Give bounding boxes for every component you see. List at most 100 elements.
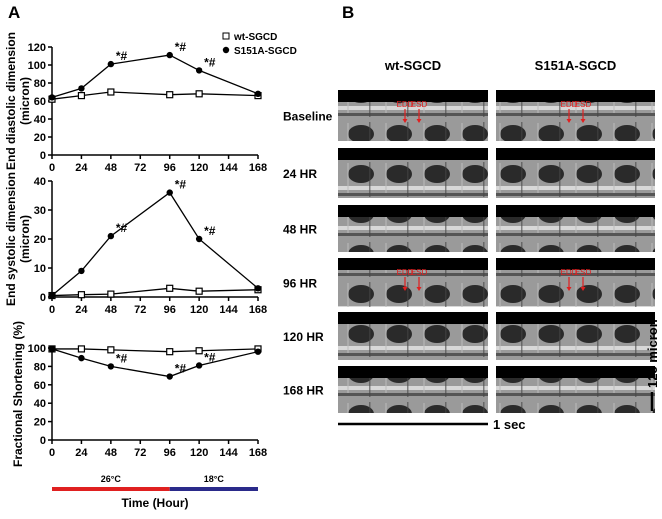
- y-tick-label: 80: [34, 361, 46, 373]
- x-tick-label: 168: [249, 162, 267, 174]
- significance-label: *#: [204, 350, 216, 364]
- point: [107, 290, 115, 298]
- point: [166, 348, 174, 356]
- time-scale-label: 1 sec: [493, 417, 526, 432]
- point: [77, 291, 86, 299]
- echo-top: [496, 90, 655, 102]
- marker-label: ESD: [575, 100, 592, 109]
- marker-label: ESD: [575, 268, 592, 277]
- row-label: 24 HR: [283, 167, 317, 181]
- marker-head: [416, 287, 422, 291]
- point: [48, 94, 56, 101]
- point: [166, 284, 174, 292]
- x-tick-label: 120: [190, 304, 208, 316]
- y-tick-label: 40: [34, 114, 46, 126]
- row-label: 48 HR: [283, 223, 317, 237]
- x-axis-label: Time (Hour): [121, 496, 188, 510]
- echo-top: [496, 366, 655, 378]
- marker-head: [566, 287, 572, 291]
- echo-top: [338, 258, 488, 270]
- point: [166, 189, 173, 196]
- echo-top: [496, 312, 655, 324]
- point: [107, 60, 115, 68]
- point: [254, 348, 262, 355]
- x-tick-label: 0: [49, 304, 55, 316]
- x-tick-label: 120: [190, 162, 208, 174]
- x-tick-label: 24: [75, 447, 88, 459]
- marker-label: EDD: [561, 268, 578, 277]
- point: [48, 345, 56, 353]
- marker-head: [416, 119, 422, 123]
- temperature-label: 18°C: [204, 474, 225, 484]
- significance-label: *#: [204, 55, 216, 69]
- y-tick-label: 0: [40, 150, 46, 162]
- x-tick-label: 96: [164, 304, 176, 316]
- y-tick-label: 40: [34, 398, 46, 410]
- y-tick-label: 40: [34, 176, 46, 188]
- point: [77, 91, 86, 100]
- point: [195, 362, 203, 369]
- marker-label: EDD: [397, 268, 414, 277]
- x-tick-label: 24: [75, 304, 88, 316]
- y-tick-label: 120: [28, 42, 46, 54]
- depth-scale-label: 125 micron: [645, 319, 660, 388]
- echo-top: [338, 205, 488, 217]
- y-tick-label: 10: [34, 263, 46, 275]
- y-tick-label: 100: [28, 343, 46, 355]
- marker-label: ESD: [411, 100, 428, 109]
- x-tick-label: 24: [75, 162, 88, 174]
- row-label: 120 HR: [283, 330, 324, 344]
- marker-head: [580, 119, 586, 123]
- column-header: wt-SGCD: [384, 58, 441, 73]
- temperature-label: 26°C: [101, 474, 122, 484]
- y-tick-label: 100: [28, 60, 46, 72]
- legend-marker: [222, 32, 230, 40]
- series-line: [51, 191, 259, 297]
- y-tick-label: 0: [40, 435, 46, 447]
- x-tick-label: 48: [105, 304, 117, 316]
- point: [166, 91, 174, 99]
- x-tick-label: 96: [164, 162, 176, 174]
- point: [166, 51, 173, 59]
- y-tick-label: 60: [34, 96, 46, 108]
- legend-label: S151A-SGCD: [234, 46, 297, 57]
- y-axis-label: End diastolic dimension: [4, 32, 18, 170]
- echo-top: [496, 148, 655, 160]
- point: [78, 267, 85, 275]
- marker-head: [566, 119, 572, 123]
- series-line: [52, 348, 259, 353]
- y-tick-label: 60: [34, 380, 46, 392]
- y-axis-label: (micron): [18, 77, 32, 125]
- echo-top: [338, 366, 488, 378]
- marker-head: [580, 287, 586, 291]
- x-tick-label: 48: [105, 162, 117, 174]
- point: [195, 235, 203, 243]
- point: [107, 363, 115, 370]
- significance-label: *#: [116, 351, 128, 365]
- y-axis-label: End systolic dimension: [4, 172, 18, 306]
- point: [107, 232, 115, 240]
- y-tick-label: 20: [34, 132, 46, 144]
- marker-head: [402, 119, 408, 123]
- temperature-segment: [52, 487, 170, 491]
- marker-label: EDD: [397, 100, 414, 109]
- echo-top: [338, 90, 488, 102]
- significance-label: *#: [204, 224, 216, 238]
- point: [254, 285, 262, 292]
- x-tick-label: 72: [134, 304, 146, 316]
- x-tick-label: 72: [134, 162, 146, 174]
- significance-label: *#: [116, 221, 128, 235]
- y-tick-label: 30: [34, 205, 46, 217]
- point: [78, 85, 85, 92]
- point: [166, 373, 173, 380]
- series-line: [51, 54, 259, 99]
- series-line: [51, 287, 259, 297]
- echo-top: [496, 258, 655, 270]
- x-tick-label: 144: [219, 447, 238, 459]
- x-tick-label: 168: [249, 304, 267, 316]
- y-axis-label: (micron): [18, 215, 32, 263]
- significance-label: *#: [175, 362, 187, 376]
- y-tick-label: 0: [40, 292, 46, 304]
- marker-label: EDD: [561, 100, 578, 109]
